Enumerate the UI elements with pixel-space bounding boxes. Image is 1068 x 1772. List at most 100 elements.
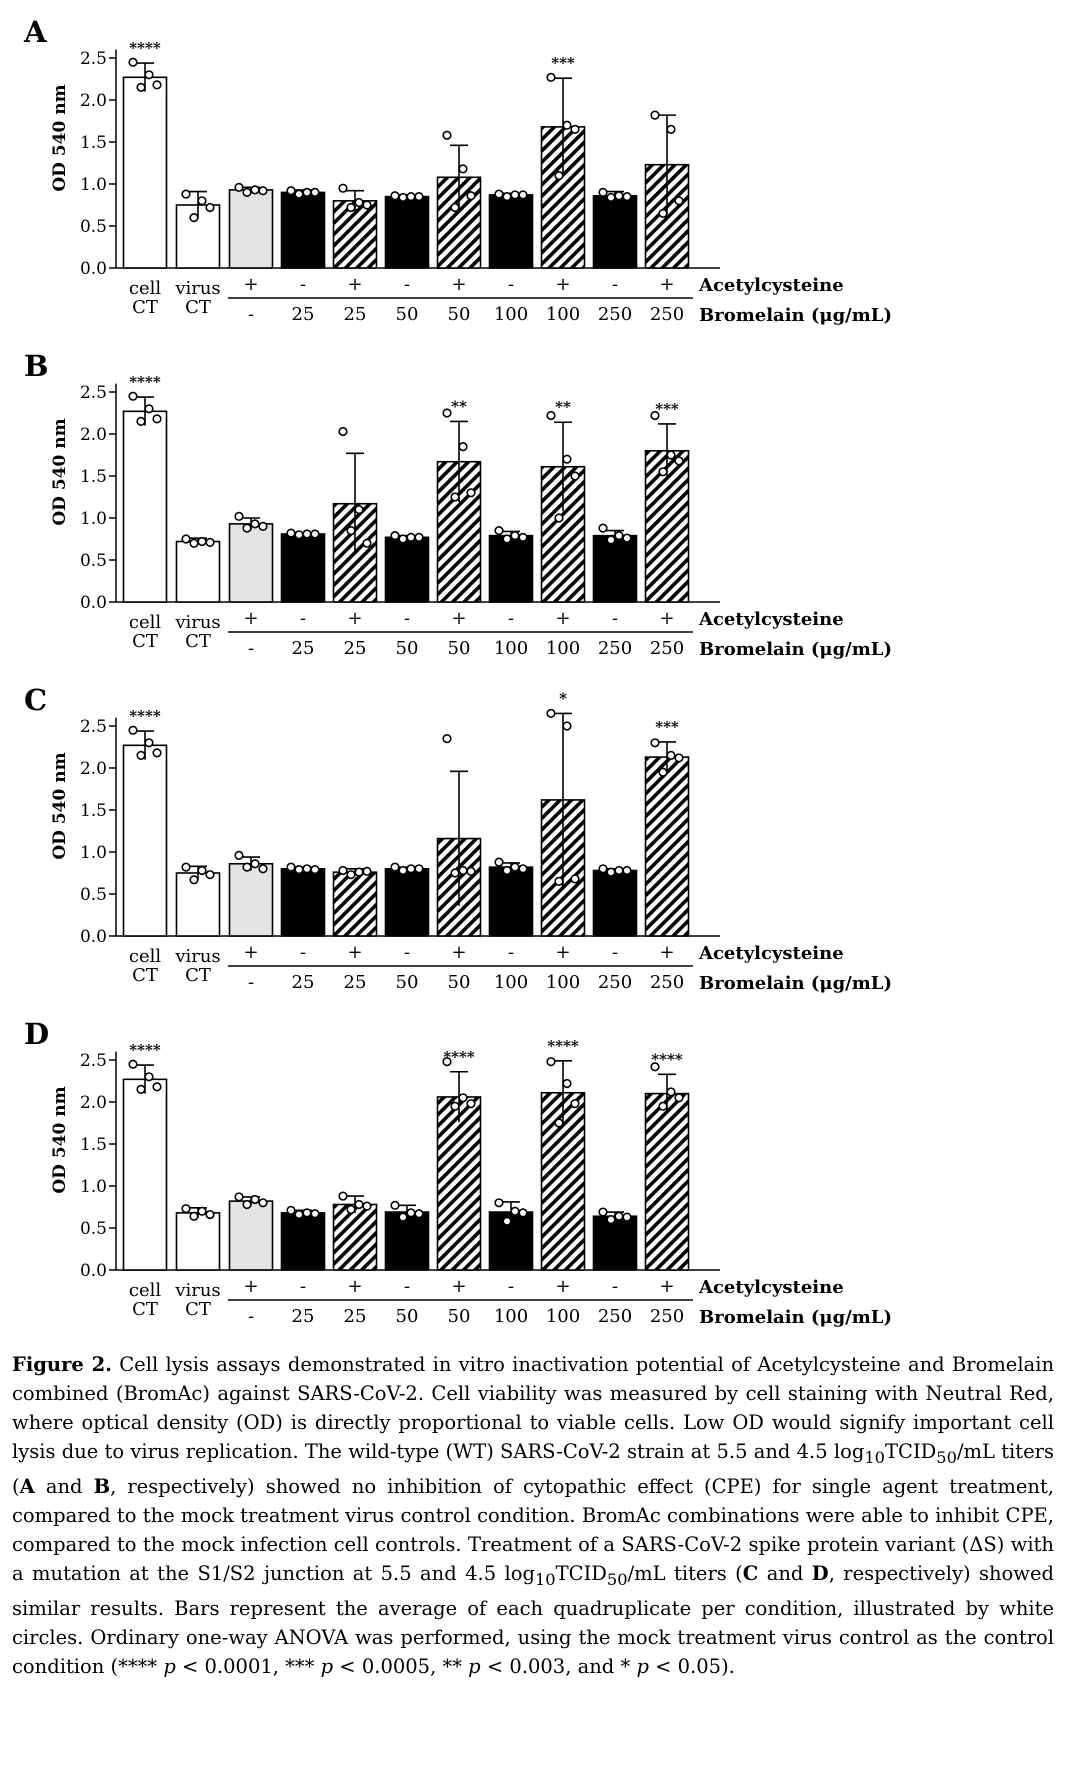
data-point (518, 532, 528, 542)
y-tick-label: 1.5 (80, 801, 107, 821)
data-point (390, 191, 400, 201)
data-point (494, 857, 504, 867)
data-point (674, 753, 684, 763)
bromelain-value: - (248, 972, 254, 993)
data-point (502, 865, 512, 876)
significance-label: *** (655, 718, 679, 736)
data-point (286, 1205, 296, 1215)
bromelain-value: 250 (650, 638, 684, 659)
caption-text: TCID (555, 1561, 607, 1585)
bar (175, 872, 221, 937)
data-point (554, 171, 564, 181)
data-point (242, 862, 252, 872)
acetylcysteine-value: + (555, 1276, 570, 1297)
data-point (250, 859, 260, 869)
bromelain-value: 100 (546, 304, 580, 325)
significance-label: **** (443, 1048, 475, 1066)
data-point (458, 164, 468, 174)
figure-caption: Figure 2. Cell lysis assays demonstrated… (12, 1350, 1054, 1681)
acetylcysteine-value: + (347, 608, 362, 629)
x-category-label: virus (174, 612, 220, 633)
y-axis-label: OD 540 nm (50, 418, 70, 525)
bromelain-row-label: Bromelain (μg/mL) (699, 1307, 892, 1328)
data-point (414, 192, 424, 202)
bar (384, 195, 430, 269)
bromelain-value: 50 (396, 972, 419, 993)
data-point (362, 200, 372, 210)
bar (488, 194, 534, 269)
caption-text: < 0.003, and * (480, 1654, 637, 1678)
data-point (502, 534, 512, 544)
data-point (346, 870, 356, 880)
data-point (466, 866, 476, 876)
data-point (189, 213, 199, 223)
data-point (598, 1207, 608, 1217)
bromelain-value: - (248, 304, 254, 325)
x-category-label: CT (132, 297, 158, 318)
data-point (294, 865, 304, 875)
data-point (362, 1201, 372, 1211)
data-point (598, 187, 608, 197)
data-point (197, 196, 207, 206)
data-point (354, 867, 364, 877)
data-point (181, 862, 191, 872)
caption-panel-ref: D (811, 1561, 829, 1585)
data-point (606, 1214, 616, 1225)
bromelain-value: 50 (448, 304, 471, 325)
acetylcysteine-value: + (659, 942, 674, 963)
data-point (294, 189, 304, 199)
acetylcysteine-row-label: Acetylcysteine (698, 275, 844, 296)
bar (228, 1200, 274, 1271)
bromelain-value: 100 (494, 1306, 528, 1327)
data-point (466, 1099, 476, 1109)
data-point (674, 1093, 684, 1103)
data-point (234, 511, 244, 521)
data-point (458, 865, 468, 876)
data-point (152, 80, 162, 90)
significance-label: * (559, 689, 567, 707)
bar (332, 1203, 378, 1271)
data-point (310, 1209, 320, 1219)
data-point (242, 187, 252, 197)
data-point (205, 202, 215, 213)
acetylcysteine-value: - (404, 274, 410, 295)
data-point (302, 529, 312, 539)
data-point (310, 865, 320, 875)
data-point (338, 1191, 348, 1201)
y-tick-label: 2.0 (80, 1093, 107, 1113)
y-tick-label: 1.5 (80, 1135, 107, 1155)
bromelain-value: 50 (448, 972, 471, 993)
data-point (250, 1194, 260, 1205)
data-point (390, 531, 400, 541)
data-point (234, 1192, 244, 1202)
data-point (442, 408, 452, 418)
data-point (458, 1093, 468, 1103)
bar (488, 534, 534, 603)
x-category-label: CT (185, 297, 211, 318)
data-point (546, 708, 556, 719)
data-point (286, 186, 296, 196)
data-point (302, 1208, 312, 1218)
x-category-label: virus (174, 1280, 220, 1301)
caption-italic: p (636, 1654, 649, 1678)
y-tick-label: 2.5 (80, 383, 107, 403)
caption-italic: p (320, 1654, 334, 1678)
bromelain-row-label: Bromelain (μg/mL) (699, 973, 892, 994)
bar (332, 871, 378, 937)
data-point (658, 208, 668, 218)
data-point (136, 750, 146, 761)
data-point (622, 192, 632, 202)
data-point (258, 1198, 268, 1208)
acetylcysteine-value: + (555, 608, 570, 629)
acetylcysteine-value: + (243, 608, 258, 629)
x-category-label: cell (129, 612, 161, 633)
data-point (466, 191, 476, 201)
data-point (346, 202, 356, 213)
bar (228, 189, 274, 269)
data-point (414, 1209, 424, 1219)
bromelain-value: 100 (494, 304, 528, 325)
y-tick-label: 1.5 (80, 467, 107, 487)
data-point (510, 531, 520, 541)
y-axis-label: OD 540 nm (50, 1086, 70, 1193)
bromelain-value: 25 (344, 1306, 367, 1327)
